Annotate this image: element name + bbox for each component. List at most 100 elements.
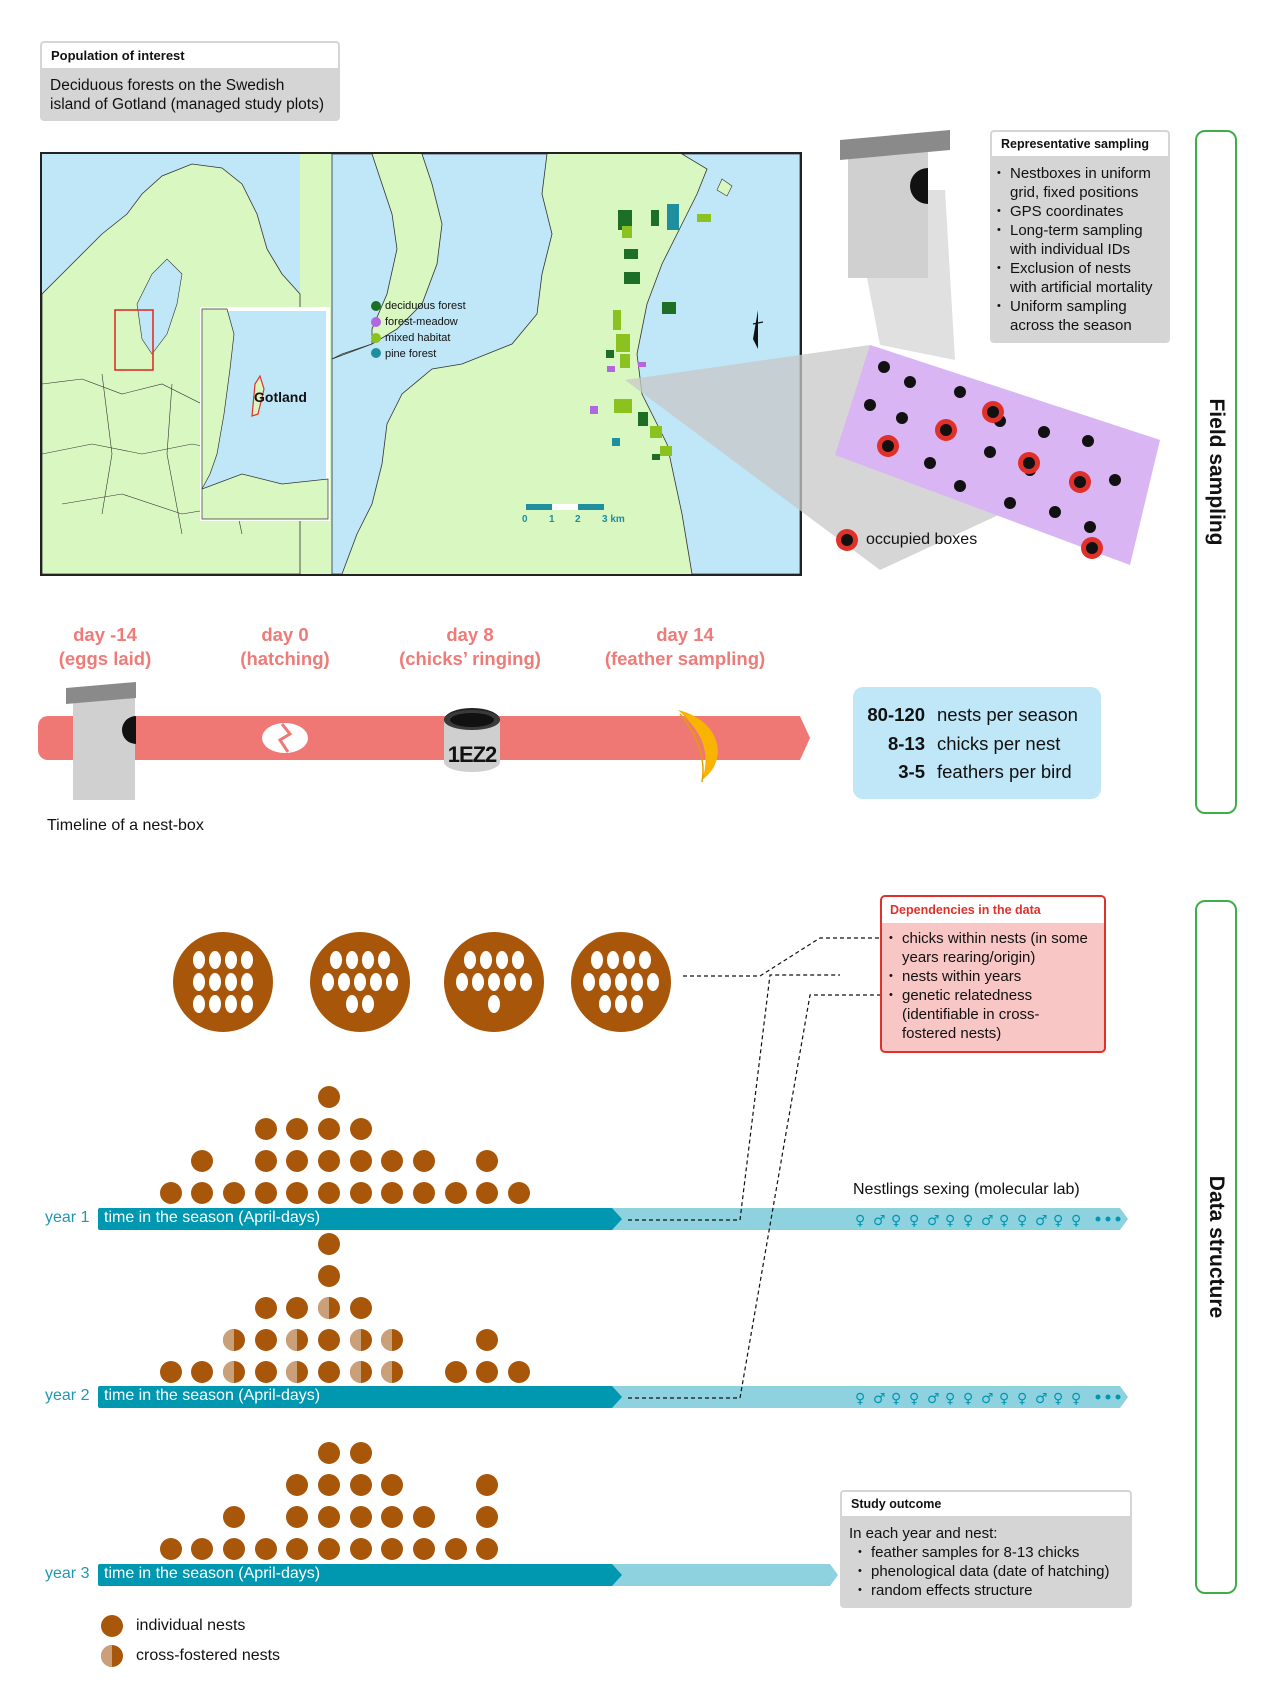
egg bbox=[209, 973, 221, 991]
timeline-caption: Timeline of a nest-box bbox=[47, 817, 204, 834]
cross-fostered-nest-dot bbox=[350, 1329, 372, 1351]
egg bbox=[225, 951, 237, 969]
ellipsis-dot bbox=[1095, 1394, 1101, 1400]
egg bbox=[512, 951, 524, 969]
male-symbol: ♂ bbox=[981, 1391, 994, 1407]
individual-nest-dot bbox=[381, 1150, 403, 1172]
individual-nest-dot bbox=[508, 1361, 530, 1383]
year-bar-light bbox=[610, 1386, 1128, 1408]
nest-box-dot bbox=[878, 361, 890, 373]
outcome-item: random effects structure bbox=[855, 1581, 1126, 1600]
female-symbol: ♀ bbox=[891, 1391, 901, 1407]
egg bbox=[647, 973, 659, 991]
year-2-bar-text: time in the season (April-days) bbox=[104, 1387, 321, 1404]
male-symbol: ♂ bbox=[927, 1213, 940, 1229]
individual-nest-dot bbox=[318, 1182, 340, 1204]
nest-grid-dots bbox=[864, 361, 1121, 533]
individual-nest-dot bbox=[255, 1150, 277, 1172]
individual-nest-dot bbox=[223, 1182, 245, 1204]
egg bbox=[488, 973, 500, 991]
legend-individual-dot bbox=[101, 1615, 123, 1637]
cross-fostered-half bbox=[381, 1361, 392, 1383]
individual-nest-dot bbox=[413, 1150, 435, 1172]
cross-fostered-nest-dot bbox=[223, 1361, 245, 1383]
egg bbox=[464, 951, 476, 969]
dependencies-title: Dependencies in the data bbox=[882, 897, 1104, 923]
individual-nest-dot bbox=[445, 1538, 467, 1560]
timeline-bar bbox=[38, 716, 810, 760]
timeline-event-eggs: day -14 (eggs laid) bbox=[58, 624, 152, 669]
egg bbox=[456, 973, 468, 991]
nest-box-dot bbox=[1109, 474, 1121, 486]
study-outcome-box: Study outcome In each year and nest: fea… bbox=[840, 1490, 1132, 1608]
individual-nest-dot bbox=[381, 1506, 403, 1528]
individual-nest-dot bbox=[286, 1182, 308, 1204]
individual-nest-dot bbox=[191, 1538, 213, 1560]
nest-box-dot bbox=[1084, 521, 1096, 533]
egg bbox=[209, 951, 221, 969]
female-symbol: ♀ bbox=[1017, 1213, 1027, 1229]
sexing-label: Nestlings sexing (molecular lab) bbox=[853, 1181, 1080, 1198]
egg bbox=[639, 951, 651, 969]
year-1-bar-text: time in the season (April-days) bbox=[104, 1209, 321, 1226]
individual-nest-dot bbox=[286, 1506, 308, 1528]
individual-nest-dot bbox=[350, 1182, 372, 1204]
egg bbox=[241, 973, 253, 991]
egg bbox=[362, 951, 374, 969]
legend-mixed: mixed habitat bbox=[385, 332, 451, 344]
ellipsis-dot bbox=[1115, 1394, 1121, 1400]
stat-value-chicks: 8-13 bbox=[887, 733, 925, 754]
individual-nest-dot bbox=[318, 1086, 340, 1108]
individual-nest-dot bbox=[286, 1538, 308, 1560]
individual-nest-dot bbox=[350, 1297, 372, 1319]
cross-fostered-half bbox=[350, 1361, 361, 1383]
egg bbox=[472, 973, 484, 991]
individual-nest-dot bbox=[476, 1538, 498, 1560]
year-1-label: year 1 bbox=[45, 1209, 90, 1226]
occupied-box-center bbox=[1023, 457, 1035, 469]
individual-nest-dot bbox=[476, 1182, 498, 1204]
individual-nest-dot bbox=[191, 1361, 213, 1383]
population-title: Population of interest bbox=[40, 41, 340, 70]
ellipsis-dot bbox=[1105, 1394, 1111, 1400]
individual-nest-dot bbox=[255, 1118, 277, 1140]
female-symbol: ♀ bbox=[999, 1213, 1009, 1229]
egg bbox=[631, 995, 643, 1013]
egg bbox=[583, 973, 595, 991]
individual-nest-dot bbox=[318, 1474, 340, 1496]
individual-nest-dot bbox=[255, 1182, 277, 1204]
individual-nest-dot bbox=[255, 1297, 277, 1319]
individual-nest-dot bbox=[160, 1182, 182, 1204]
individual-nest-dot bbox=[476, 1329, 498, 1351]
egg bbox=[480, 951, 492, 969]
individual-nest-dot bbox=[286, 1150, 308, 1172]
occupied-dots bbox=[877, 401, 1103, 559]
egg bbox=[520, 973, 532, 991]
individual-nest-dot bbox=[381, 1182, 403, 1204]
map-legend: deciduous forest forest-meadow mixed hab… bbox=[385, 298, 466, 362]
study-outcome-intro: In each year and nest: bbox=[849, 1525, 998, 1542]
female-symbol: ♀ bbox=[945, 1391, 955, 1407]
individual-nest-dot bbox=[476, 1506, 498, 1528]
egg bbox=[338, 973, 350, 991]
egg bbox=[378, 951, 390, 969]
nest-egg-circle bbox=[310, 932, 410, 1032]
nest-box-dot bbox=[924, 457, 936, 469]
dependency-connectors bbox=[628, 937, 880, 1399]
ring-code: 1EZ2 bbox=[447, 742, 498, 767]
female-symbol: ♀ bbox=[1053, 1391, 1063, 1407]
cross-fostered-half bbox=[286, 1329, 297, 1351]
egg bbox=[322, 973, 334, 991]
occupied-box-center bbox=[987, 406, 999, 418]
individual-nest-dot bbox=[286, 1118, 308, 1140]
nest-box-dot bbox=[904, 376, 916, 388]
female-symbol: ♀ bbox=[1017, 1391, 1027, 1407]
individual-nest-dot bbox=[318, 1233, 340, 1255]
female-symbol: ♀ bbox=[1053, 1213, 1063, 1229]
ellipsis-dot bbox=[1095, 1216, 1101, 1222]
legend-individual-label: individual nests bbox=[136, 1617, 246, 1634]
individual-nest-dot bbox=[286, 1474, 308, 1496]
ellipsis-dot bbox=[1115, 1216, 1121, 1222]
individual-nest-dot bbox=[476, 1474, 498, 1496]
female-symbol: ♀ bbox=[945, 1213, 955, 1229]
